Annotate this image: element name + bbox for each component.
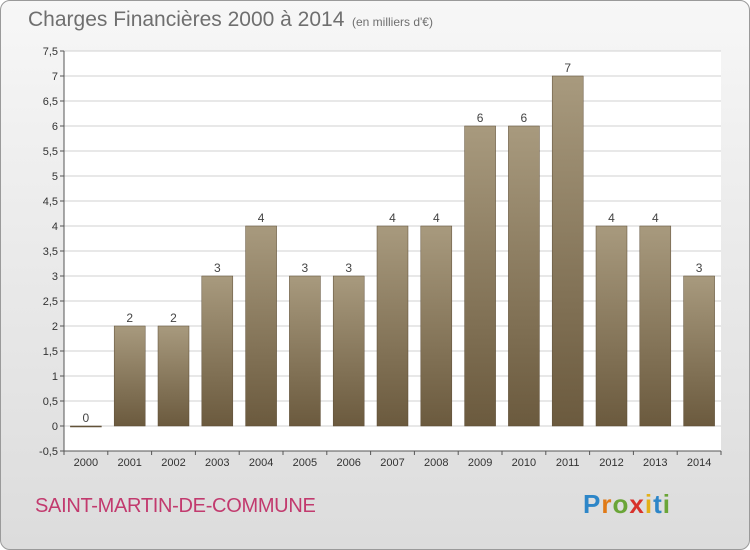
- chart-unit: (en milliers d'€): [352, 15, 433, 29]
- y-tick-label: 2,5: [43, 296, 58, 308]
- y-tick-label: -0,5: [39, 446, 58, 458]
- x-tick-label: 2001: [117, 457, 141, 469]
- bar-value-label: 3: [302, 261, 309, 275]
- y-tick-label: 2: [52, 321, 58, 333]
- y-tick-label: 5: [52, 171, 58, 183]
- bar-2009: [464, 125, 496, 427]
- proxiti-logo: Proxiti: [583, 489, 671, 520]
- x-tick-label: 2003: [205, 457, 229, 469]
- bar-value-label: 7: [564, 61, 571, 75]
- y-tick-label: 3,5: [43, 246, 58, 258]
- x-tick-label: 2006: [336, 457, 360, 469]
- y-tick-label: 3: [52, 271, 58, 283]
- bar-2011: [551, 75, 584, 427]
- y-tick-label: 7: [52, 71, 58, 83]
- bar-value-label: 4: [652, 211, 659, 225]
- logo-letter: o: [612, 489, 630, 519]
- x-tick-label: 2005: [293, 457, 317, 469]
- y-tick-label: 4,5: [43, 196, 58, 208]
- commune-name: SAINT-MARTIN-DE-COMMUNE: [35, 495, 316, 517]
- logo-letter: x: [629, 489, 645, 519]
- x-tick-label: 2002: [161, 457, 185, 469]
- bar-2007: [376, 225, 409, 427]
- x-tick-label: 2012: [599, 457, 623, 469]
- bar-2008: [420, 225, 453, 427]
- bar-value-label: 3: [696, 261, 703, 275]
- x-tick-label: 2014: [687, 457, 711, 469]
- logo-letter: i: [662, 489, 671, 519]
- bar-2013: [639, 225, 672, 427]
- logo-letter: P: [583, 489, 602, 519]
- logo-letter: i: [644, 489, 654, 519]
- y-tick-label: 1,5: [43, 346, 58, 358]
- x-tick-label: 2010: [512, 457, 536, 469]
- y-tick-label: 0: [52, 421, 58, 433]
- x-tick-label: 2013: [643, 457, 667, 469]
- x-tick-label: 2009: [468, 457, 492, 469]
- x-tick-label: 2007: [380, 457, 404, 469]
- chart-title: Charges Financières 2000 à 2014: [28, 8, 345, 31]
- bar-2010: [508, 125, 540, 427]
- bar-value-label: 3: [214, 261, 221, 275]
- bar-value-label: 4: [258, 211, 265, 225]
- bar-2014: [683, 275, 715, 427]
- y-tick-label: 7,5: [43, 46, 58, 58]
- logo-letter: r: [601, 489, 613, 519]
- bar-value-label: 6: [477, 111, 484, 125]
- bar-2006: [332, 275, 365, 427]
- y-tick-label: 4: [52, 221, 58, 233]
- y-tick-label: 1: [52, 371, 58, 383]
- bar-2002: [157, 325, 190, 427]
- bar-value-label: 4: [608, 211, 615, 225]
- bar-value-label: 4: [389, 211, 396, 225]
- y-tick-label: 5,5: [43, 146, 58, 158]
- bar-2005: [289, 275, 321, 427]
- bar-value-label: 6: [521, 111, 528, 125]
- bar-value-label: 0: [83, 411, 90, 425]
- bar-2004: [245, 225, 277, 427]
- bar-2001: [113, 325, 146, 427]
- bar-2003: [201, 275, 234, 427]
- x-tick-label: 2004: [249, 457, 273, 469]
- y-tick-label: 6,5: [43, 96, 58, 108]
- x-tick-label: 2011: [556, 457, 580, 469]
- logo-letter: t: [653, 489, 663, 519]
- bar-2000: [70, 425, 102, 428]
- y-tick-label: 6: [52, 121, 58, 133]
- bar-value-label: 4: [433, 211, 440, 225]
- bar-value-label: 2: [170, 311, 177, 325]
- bar-value-label: 2: [126, 311, 133, 325]
- y-tick-label: 0,5: [43, 396, 58, 408]
- x-tick-label: 2008: [424, 457, 448, 469]
- bar-2012: [595, 225, 628, 427]
- bar-value-label: 3: [345, 261, 352, 275]
- x-tick-label: 2000: [74, 457, 98, 469]
